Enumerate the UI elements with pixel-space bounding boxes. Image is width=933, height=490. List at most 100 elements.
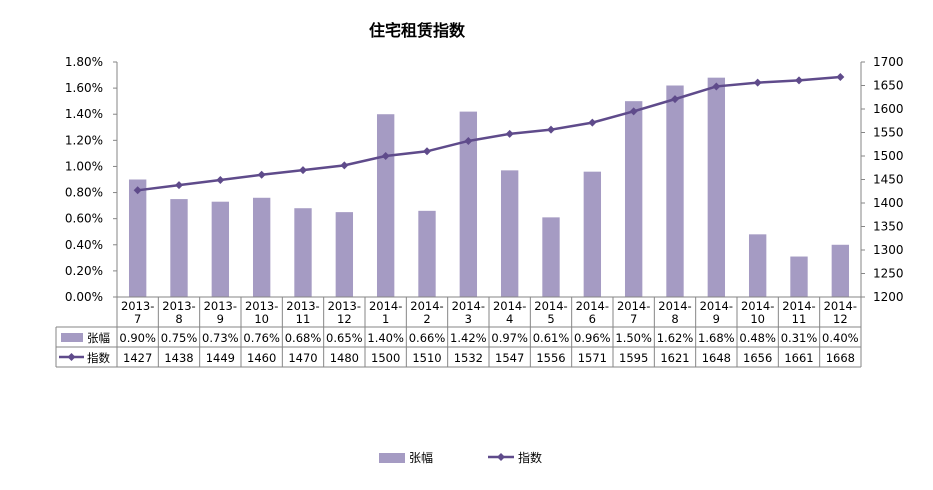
- y-right-tick-label: 1400: [873, 196, 904, 210]
- x-tick-label: 7: [134, 312, 141, 326]
- x-tick-label: 2014-: [617, 299, 650, 313]
- table-cell: 1547: [495, 351, 524, 365]
- y-right-tick-label: 1350: [873, 220, 904, 234]
- x-tick-label: 8: [175, 312, 182, 326]
- line-series: [137, 75, 841, 192]
- line-point: [505, 129, 514, 138]
- bar: [252, 197, 271, 297]
- line-point: [753, 78, 762, 87]
- x-tick-label: 2014-: [410, 299, 443, 313]
- bar: [624, 101, 643, 298]
- x-tick-label: 2013-: [328, 299, 361, 313]
- y-left-tick-label: 1.40%: [65, 107, 103, 121]
- table-cell: 1661: [784, 351, 813, 365]
- table-cell: 1500: [371, 351, 400, 365]
- x-tick-label: 1: [382, 312, 389, 326]
- x-tick-label: 2013-: [162, 299, 195, 313]
- line-point: [381, 152, 390, 160]
- table-cell: 0.65%: [326, 331, 363, 345]
- bar: [294, 208, 312, 297]
- x-tick-label: 2014-: [493, 299, 526, 313]
- line-point: [175, 181, 183, 190]
- legend-key-marker: [497, 453, 505, 461]
- table-cell: 0.40%: [822, 331, 859, 345]
- x-tick-label: 11: [792, 312, 807, 326]
- y-left-tick-label: 0.60%: [65, 212, 103, 226]
- x-tick-label: 5: [547, 312, 554, 326]
- line-point: [340, 161, 349, 170]
- x-tick-label: 10: [254, 312, 269, 326]
- table-cell: 1.68%: [698, 331, 735, 345]
- x-tick-label: 2014-: [824, 299, 857, 313]
- table-cell: 1668: [826, 351, 855, 365]
- table-cell: 1438: [164, 351, 193, 365]
- x-tick-label: 2013-: [204, 299, 237, 313]
- bar: [542, 217, 560, 297]
- line-point: [671, 95, 679, 104]
- y-right-tick-label: 1200: [873, 290, 904, 304]
- y-left-tick-label: 0.40%: [65, 238, 103, 252]
- x-tick-label: 8: [671, 312, 678, 326]
- table-cell: 0.76%: [243, 331, 280, 345]
- table-cell: 0.73%: [202, 331, 239, 345]
- table-key-marker: [67, 353, 76, 361]
- table-cell: 1595: [619, 351, 648, 365]
- line-point: [588, 118, 597, 127]
- bar: [170, 199, 188, 297]
- table-cell: 0.75%: [161, 331, 198, 345]
- y-right-tick-label: 1600: [873, 102, 904, 116]
- y-left-tick-label: 0.80%: [65, 186, 103, 200]
- bar: [831, 244, 850, 297]
- bar: [583, 171, 602, 297]
- table-cell: 0.31%: [781, 331, 818, 345]
- legend-key-bar: [379, 453, 405, 463]
- table-cell: 1.62%: [657, 331, 694, 345]
- x-tick-label: 2: [423, 312, 430, 326]
- y-right-tick-label: 1300: [873, 243, 904, 257]
- table-cell: 0.96%: [574, 331, 611, 345]
- x-tick-label: 2014-: [658, 299, 691, 313]
- line-point: [216, 175, 225, 184]
- y-left-tick-label: 0.20%: [65, 264, 103, 278]
- x-tick-label: 2014-: [369, 299, 402, 313]
- line-point: [836, 73, 845, 82]
- x-tick-label: 2013-: [286, 299, 319, 313]
- line-point: [629, 107, 638, 116]
- y-right-tick-label: 1250: [873, 267, 904, 281]
- legend-label: 指数: [518, 450, 542, 465]
- x-tick-label: 7: [630, 312, 637, 326]
- x-tick-label: 3: [465, 312, 472, 326]
- line-point: [547, 125, 555, 134]
- chart-title: 住宅租赁指数: [369, 21, 466, 40]
- x-tick-label: 12: [833, 312, 848, 326]
- bar: [790, 256, 808, 297]
- bar: [376, 114, 395, 297]
- bar: [211, 201, 230, 297]
- y-left-tick-label: 1.00%: [65, 159, 103, 173]
- table-cell: 1510: [412, 351, 441, 365]
- bar: [335, 212, 354, 297]
- y-right-tick-label: 1550: [873, 126, 904, 140]
- x-tick-label: 2014-: [534, 299, 567, 313]
- x-tick-label: 4: [506, 312, 513, 326]
- table-cell: 0.97%: [491, 331, 528, 345]
- table-row-header: 指数: [87, 351, 110, 365]
- line-point: [257, 170, 266, 179]
- table-key-bar: [61, 333, 83, 342]
- x-tick-label: 12: [337, 312, 352, 326]
- table-cell: 1470: [288, 351, 317, 365]
- y-left-tick-label: 1.80%: [65, 55, 103, 69]
- bar: [500, 170, 519, 297]
- x-tick-label: 2013-: [121, 299, 154, 313]
- x-tick-label: 2014-: [782, 299, 815, 313]
- x-tick-label: 2014-: [452, 299, 485, 313]
- bar: [748, 234, 767, 297]
- table-cell: 1449: [206, 351, 235, 365]
- table-cell: 1648: [702, 351, 731, 365]
- line-point: [423, 147, 431, 156]
- table-cell: 0.66%: [409, 331, 446, 345]
- x-tick-label: 10: [750, 312, 765, 326]
- y-right-tick-label: 1500: [873, 149, 904, 163]
